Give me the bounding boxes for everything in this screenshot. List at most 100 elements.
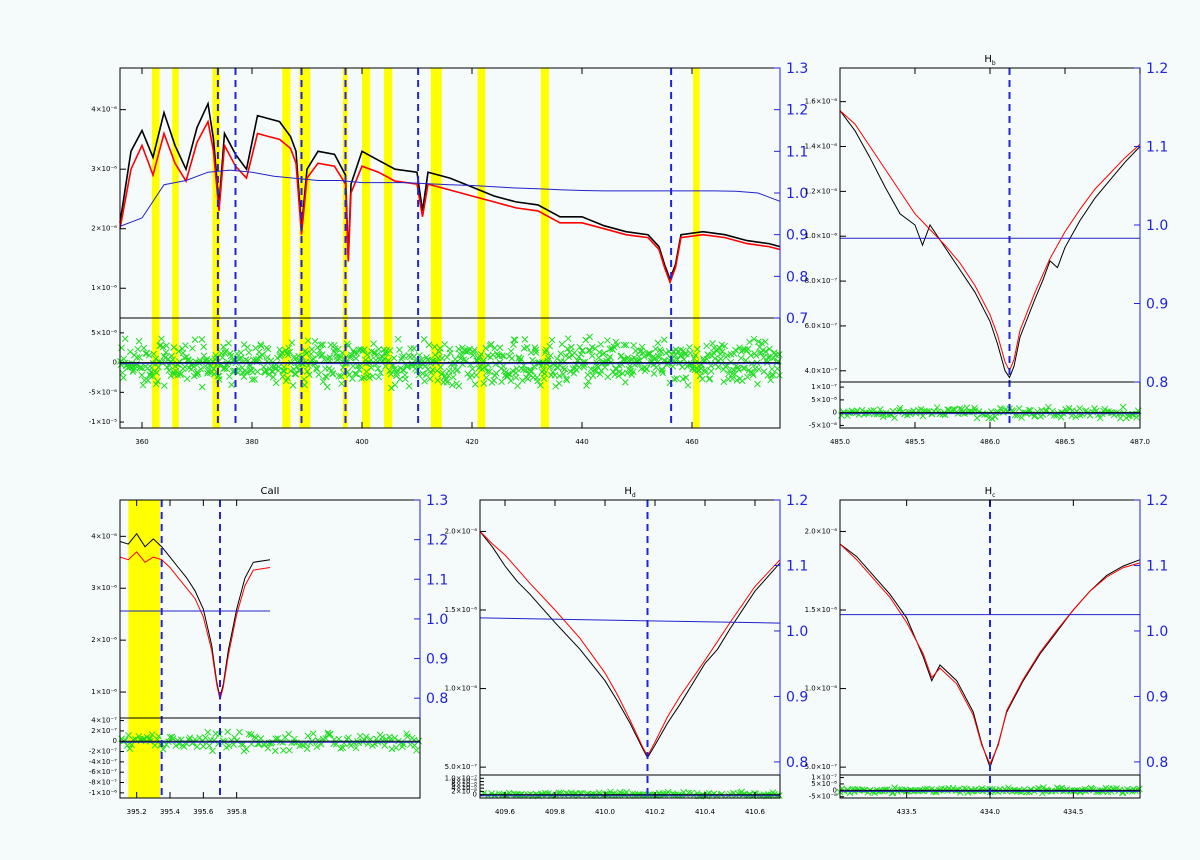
residual-marker [158, 335, 165, 343]
x-tick-label: 360 [135, 438, 148, 446]
residual-marker [228, 381, 235, 389]
residual-marker [189, 344, 196, 352]
residual-marker [507, 377, 515, 385]
residual-marker [415, 371, 423, 379]
residual-marker [547, 352, 554, 360]
x-tick-label: 410.4 [695, 808, 716, 816]
residual-marker [434, 377, 442, 384]
residual-marker [155, 732, 162, 740]
residual-marker [556, 372, 563, 380]
residual-marker [405, 382, 413, 390]
residual-marker [367, 364, 375, 372]
residual-marker [699, 375, 706, 383]
residual-marker [121, 335, 129, 343]
residual-marker [768, 372, 775, 379]
residual-marker [303, 368, 311, 375]
residual-marker [707, 367, 715, 375]
residual-marker [264, 345, 272, 353]
residual-marker [281, 367, 288, 375]
residual-marker [662, 349, 670, 357]
residual-marker [876, 406, 884, 413]
residual-marker [375, 373, 383, 381]
y-tick-label: 5.0×10⁻⁷ [805, 763, 838, 771]
residual-marker [709, 340, 716, 347]
residual-marker [323, 383, 331, 391]
residual-marker [988, 415, 996, 422]
residual-marker [326, 354, 334, 361]
residual-marker [491, 372, 499, 379]
residual-marker [744, 345, 752, 353]
residual-marker [447, 349, 454, 357]
y-right-tick-label: 0.7 [786, 311, 808, 327]
residual-marker [257, 342, 265, 350]
y-tick-label: 1.6×10⁻⁶ [805, 98, 838, 106]
x-tick-label: 485.5 [905, 438, 925, 446]
y-right-tick-label: 1.1 [426, 572, 448, 588]
residual-marker [154, 377, 161, 385]
residual-marker [413, 746, 420, 754]
yellow-band [151, 68, 160, 428]
residual-marker [738, 377, 746, 385]
residual-marker [681, 350, 689, 358]
residual-marker [693, 345, 701, 353]
residual-marker [720, 378, 728, 386]
residual-marker [758, 339, 766, 347]
residual-marker [682, 374, 690, 381]
residual-marker [418, 356, 426, 363]
resid-tick-label: 2×10⁻⁸ [451, 787, 477, 795]
residual-marker [541, 370, 549, 377]
residual-marker [426, 375, 434, 383]
residual-marker [482, 374, 490, 382]
residual-marker [448, 381, 456, 389]
residual-marker [251, 375, 258, 383]
residual-marker [657, 348, 665, 356]
y-tick-label: 4×10⁻⁶ [91, 532, 117, 540]
residual-marker [304, 337, 312, 345]
residual-marker [730, 350, 738, 358]
resid-tick-label: -8×10⁻⁷ [89, 779, 117, 787]
residual-marker [735, 366, 742, 374]
panel-title-subscript: c [992, 492, 995, 499]
y-right-tick-label: 1.0 [1146, 218, 1168, 234]
yellow-band [299, 68, 311, 428]
residual-marker [373, 351, 381, 358]
residual-marker [225, 742, 233, 750]
residual-marker [480, 380, 488, 387]
residual-marker [752, 352, 760, 359]
residual-marker [272, 379, 280, 387]
y-right-tick-label: 0.9 [786, 689, 808, 705]
residual-marker [620, 341, 628, 349]
y-tick-label: 1.0×10⁻⁶ [445, 685, 478, 693]
residual-marker [172, 742, 180, 750]
residual-marker [313, 743, 321, 751]
residual-marker [190, 363, 198, 370]
residual-marker [506, 371, 514, 378]
residual-marker [311, 338, 319, 345]
residual-marker [224, 728, 232, 736]
yellow-band [384, 68, 393, 428]
x-tick-label: 400 [355, 438, 368, 446]
residual-marker [579, 347, 586, 354]
yellow-band [540, 68, 549, 428]
residual-marker [621, 356, 629, 363]
y-tick-label: 4×10⁻⁶ [91, 106, 117, 114]
residual-marker [655, 353, 663, 361]
y-right-tick-label: 1.1 [786, 558, 808, 574]
residual-marker [775, 351, 783, 358]
model-spectrum-line [479, 531, 781, 758]
resid-tick-label: 5×10⁻⁸ [811, 780, 837, 788]
residual-marker [654, 339, 662, 347]
observed-spectrum-line [119, 100, 781, 282]
residual-marker [257, 341, 264, 348]
residual-marker [1096, 414, 1104, 422]
residual-marker [313, 365, 321, 373]
x-tick-label: 485.0 [830, 438, 850, 446]
resid-tick-label: 0 [473, 791, 477, 799]
residual-marker [396, 375, 404, 383]
yellow-band [172, 68, 179, 428]
residual-marker [387, 370, 395, 378]
residual-marker [973, 414, 981, 422]
residual-marker [118, 344, 125, 352]
residual-marker [391, 381, 399, 389]
panel-title-subscript: d [632, 492, 636, 499]
